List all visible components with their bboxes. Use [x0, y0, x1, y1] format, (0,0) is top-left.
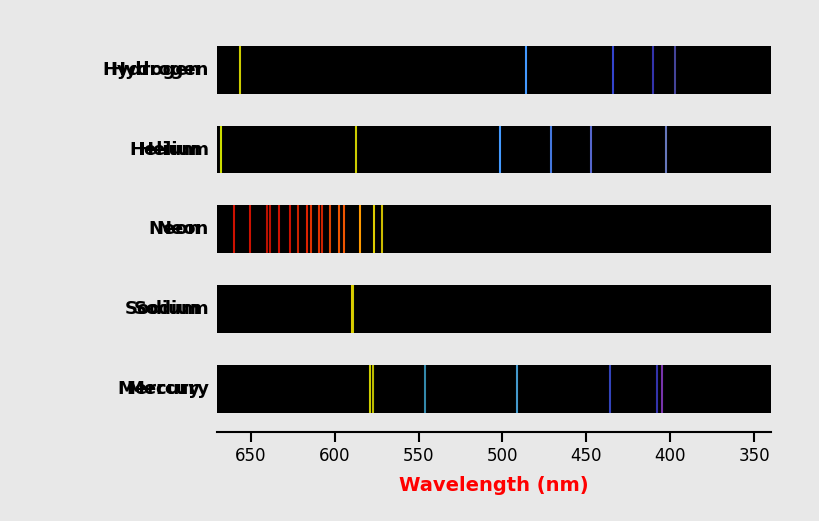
Text: Hydrogen: Hydrogen — [111, 61, 209, 79]
Bar — [217, 205, 770, 253]
Text: Helium: Helium — [138, 141, 209, 158]
Text: Hydrogen: Hydrogen — [102, 61, 201, 79]
Text: Helium: Helium — [129, 141, 201, 158]
Text: Neon: Neon — [148, 220, 201, 238]
Bar — [217, 126, 770, 173]
Bar — [217, 46, 770, 94]
Bar — [217, 285, 770, 333]
Text: Sodium: Sodium — [133, 300, 209, 318]
X-axis label: Wavelength (nm): Wavelength (nm) — [399, 476, 588, 495]
Bar — [217, 365, 770, 413]
Text: Mercury: Mercury — [126, 380, 209, 398]
Text: Neon: Neon — [156, 220, 209, 238]
Text: Mercury: Mercury — [117, 380, 201, 398]
Text: Sodium: Sodium — [124, 300, 201, 318]
